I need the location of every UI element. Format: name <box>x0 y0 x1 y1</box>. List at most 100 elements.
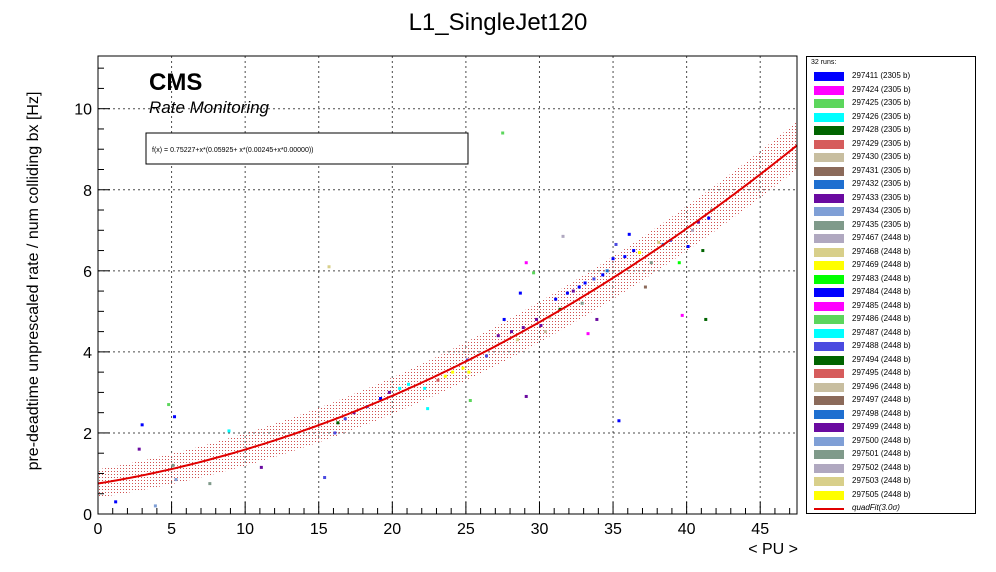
legend-swatch <box>814 85 844 95</box>
legend-item: 297435 (2305 b) <box>811 219 973 232</box>
legend-item: 297425 (2305 b) <box>811 97 973 110</box>
data-point <box>696 220 700 224</box>
fit-band-area <box>98 121 797 498</box>
data-point <box>407 382 411 386</box>
legend-label: 297468 (2448 b) <box>852 246 911 256</box>
data-point <box>423 386 427 390</box>
legend-item: 297488 (2448 b) <box>811 340 973 353</box>
legend-item: 297500 (2448 b) <box>811 435 973 448</box>
legend-item: 297497 (2448 b) <box>811 394 973 407</box>
data-point <box>524 261 528 265</box>
legend-item: 297432 (2305 b) <box>811 178 973 191</box>
legend-swatch <box>814 396 844 405</box>
data-point <box>680 313 684 317</box>
data-point <box>561 234 565 238</box>
x-tick-label: 5 <box>167 521 176 538</box>
legend-label: 297486 (2448 b) <box>852 314 911 323</box>
legend-swatch <box>814 463 844 473</box>
data-point <box>548 315 552 319</box>
data-point <box>173 415 177 419</box>
data-point <box>208 482 212 486</box>
fit-formula-text: f(x) = 0.75227+x*(0.05925+ x*(0.00245+x*… <box>152 147 314 154</box>
x-tick-label: 10 <box>236 521 254 538</box>
cms-label: CMS <box>149 69 202 96</box>
data-point <box>632 249 636 253</box>
x-tick-label: 20 <box>383 521 401 538</box>
legend-label: 297487 (2448 b) <box>852 327 911 337</box>
legend-item: 297498 (2448 b) <box>811 408 973 421</box>
data-point <box>327 265 331 269</box>
x-tick-label: 15 <box>310 521 328 538</box>
legend-label: 297488 (2448 b) <box>852 341 911 350</box>
legend-label: 297430 (2305 b) <box>852 152 911 161</box>
legend-item: 297467 (2448 b) <box>811 232 973 245</box>
data-point <box>554 297 558 301</box>
data-point <box>502 317 506 321</box>
data-point <box>704 317 708 321</box>
chart-title: L1_SingleJet120 <box>409 9 588 36</box>
data-point <box>451 370 455 374</box>
data-point <box>614 242 618 246</box>
data-point <box>333 431 337 435</box>
data-point <box>343 417 347 421</box>
data-point <box>336 421 340 425</box>
legend-item: 297430 (2305 b) <box>811 151 973 164</box>
legend-swatch <box>814 126 844 135</box>
legend-item-fit: quadFit(3.0σ) <box>811 502 973 515</box>
legend-swatch <box>814 315 844 324</box>
y-tick-label: 2 <box>83 426 92 443</box>
data-point <box>611 257 615 261</box>
legend-label: 297467 (2448 b) <box>852 233 911 242</box>
x-tick-label: 30 <box>531 521 549 538</box>
x-axis-label: < PU > <box>748 541 798 558</box>
legend-label: 297411 (2305 b) <box>852 71 911 80</box>
legend-swatch <box>814 328 844 338</box>
data-point <box>701 249 705 253</box>
legend-label: 297501 (2448 b) <box>852 449 911 458</box>
legend-swatch <box>814 139 844 149</box>
data-point <box>323 476 327 480</box>
data-point <box>577 285 581 289</box>
y-axis-label: pre-deadtime unprescaled rate / num coll… <box>25 92 42 471</box>
legend: 32 runs: 297411 (2305 b) 297424 (2305 b) 2… <box>806 56 976 514</box>
legend-swatch <box>814 369 844 378</box>
legend-swatch <box>814 153 844 162</box>
legend-swatch <box>814 193 844 203</box>
legend-swatch <box>814 477 844 486</box>
legend-item: 297487 (2448 b) <box>811 327 973 340</box>
data-point <box>677 261 681 265</box>
data-point <box>657 240 661 244</box>
legend-swatch <box>814 72 844 81</box>
legend-label: 297424 (2305 b) <box>852 84 911 94</box>
legend-item: 297502 (2448 b) <box>811 462 973 475</box>
legend-label: 297505 (2448 b) <box>852 489 911 499</box>
data-point <box>259 465 263 469</box>
legend-item: 297428 (2305 b) <box>811 124 973 137</box>
legend-swatch <box>814 382 844 392</box>
legend-label: 297494 (2448 b) <box>852 354 911 364</box>
data-point <box>691 228 695 232</box>
legend-header: 32 runs: <box>811 59 837 66</box>
data-point <box>436 378 440 382</box>
legend-label: 297485 (2448 b) <box>852 300 911 310</box>
y-tick-label: 10 <box>74 102 92 119</box>
data-point <box>583 281 587 285</box>
rate-monitoring-label: Rate Monitoring <box>149 98 270 117</box>
legend-item: 297468 (2448 b) <box>811 246 973 259</box>
legend-swatch <box>814 274 844 284</box>
x-tick-label: 45 <box>751 521 769 538</box>
data-point <box>638 251 642 255</box>
legend-swatch <box>814 99 844 108</box>
legend-label: 297425 (2305 b) <box>852 98 911 107</box>
y-tick-label: 6 <box>83 264 92 281</box>
legend-item: 297431 (2305 b) <box>811 165 973 178</box>
data-point <box>153 504 157 508</box>
legend-label: 297483 (2448 b) <box>852 273 911 283</box>
legend-item: 297484 (2448 b) <box>811 286 973 299</box>
legend-swatch <box>814 234 844 243</box>
legend-label: 297484 (2448 b) <box>852 287 911 296</box>
data-point <box>543 330 547 334</box>
legend-label: 297498 (2448 b) <box>852 408 911 418</box>
legend-label: 297431 (2305 b) <box>852 165 911 175</box>
data-point <box>387 390 391 394</box>
